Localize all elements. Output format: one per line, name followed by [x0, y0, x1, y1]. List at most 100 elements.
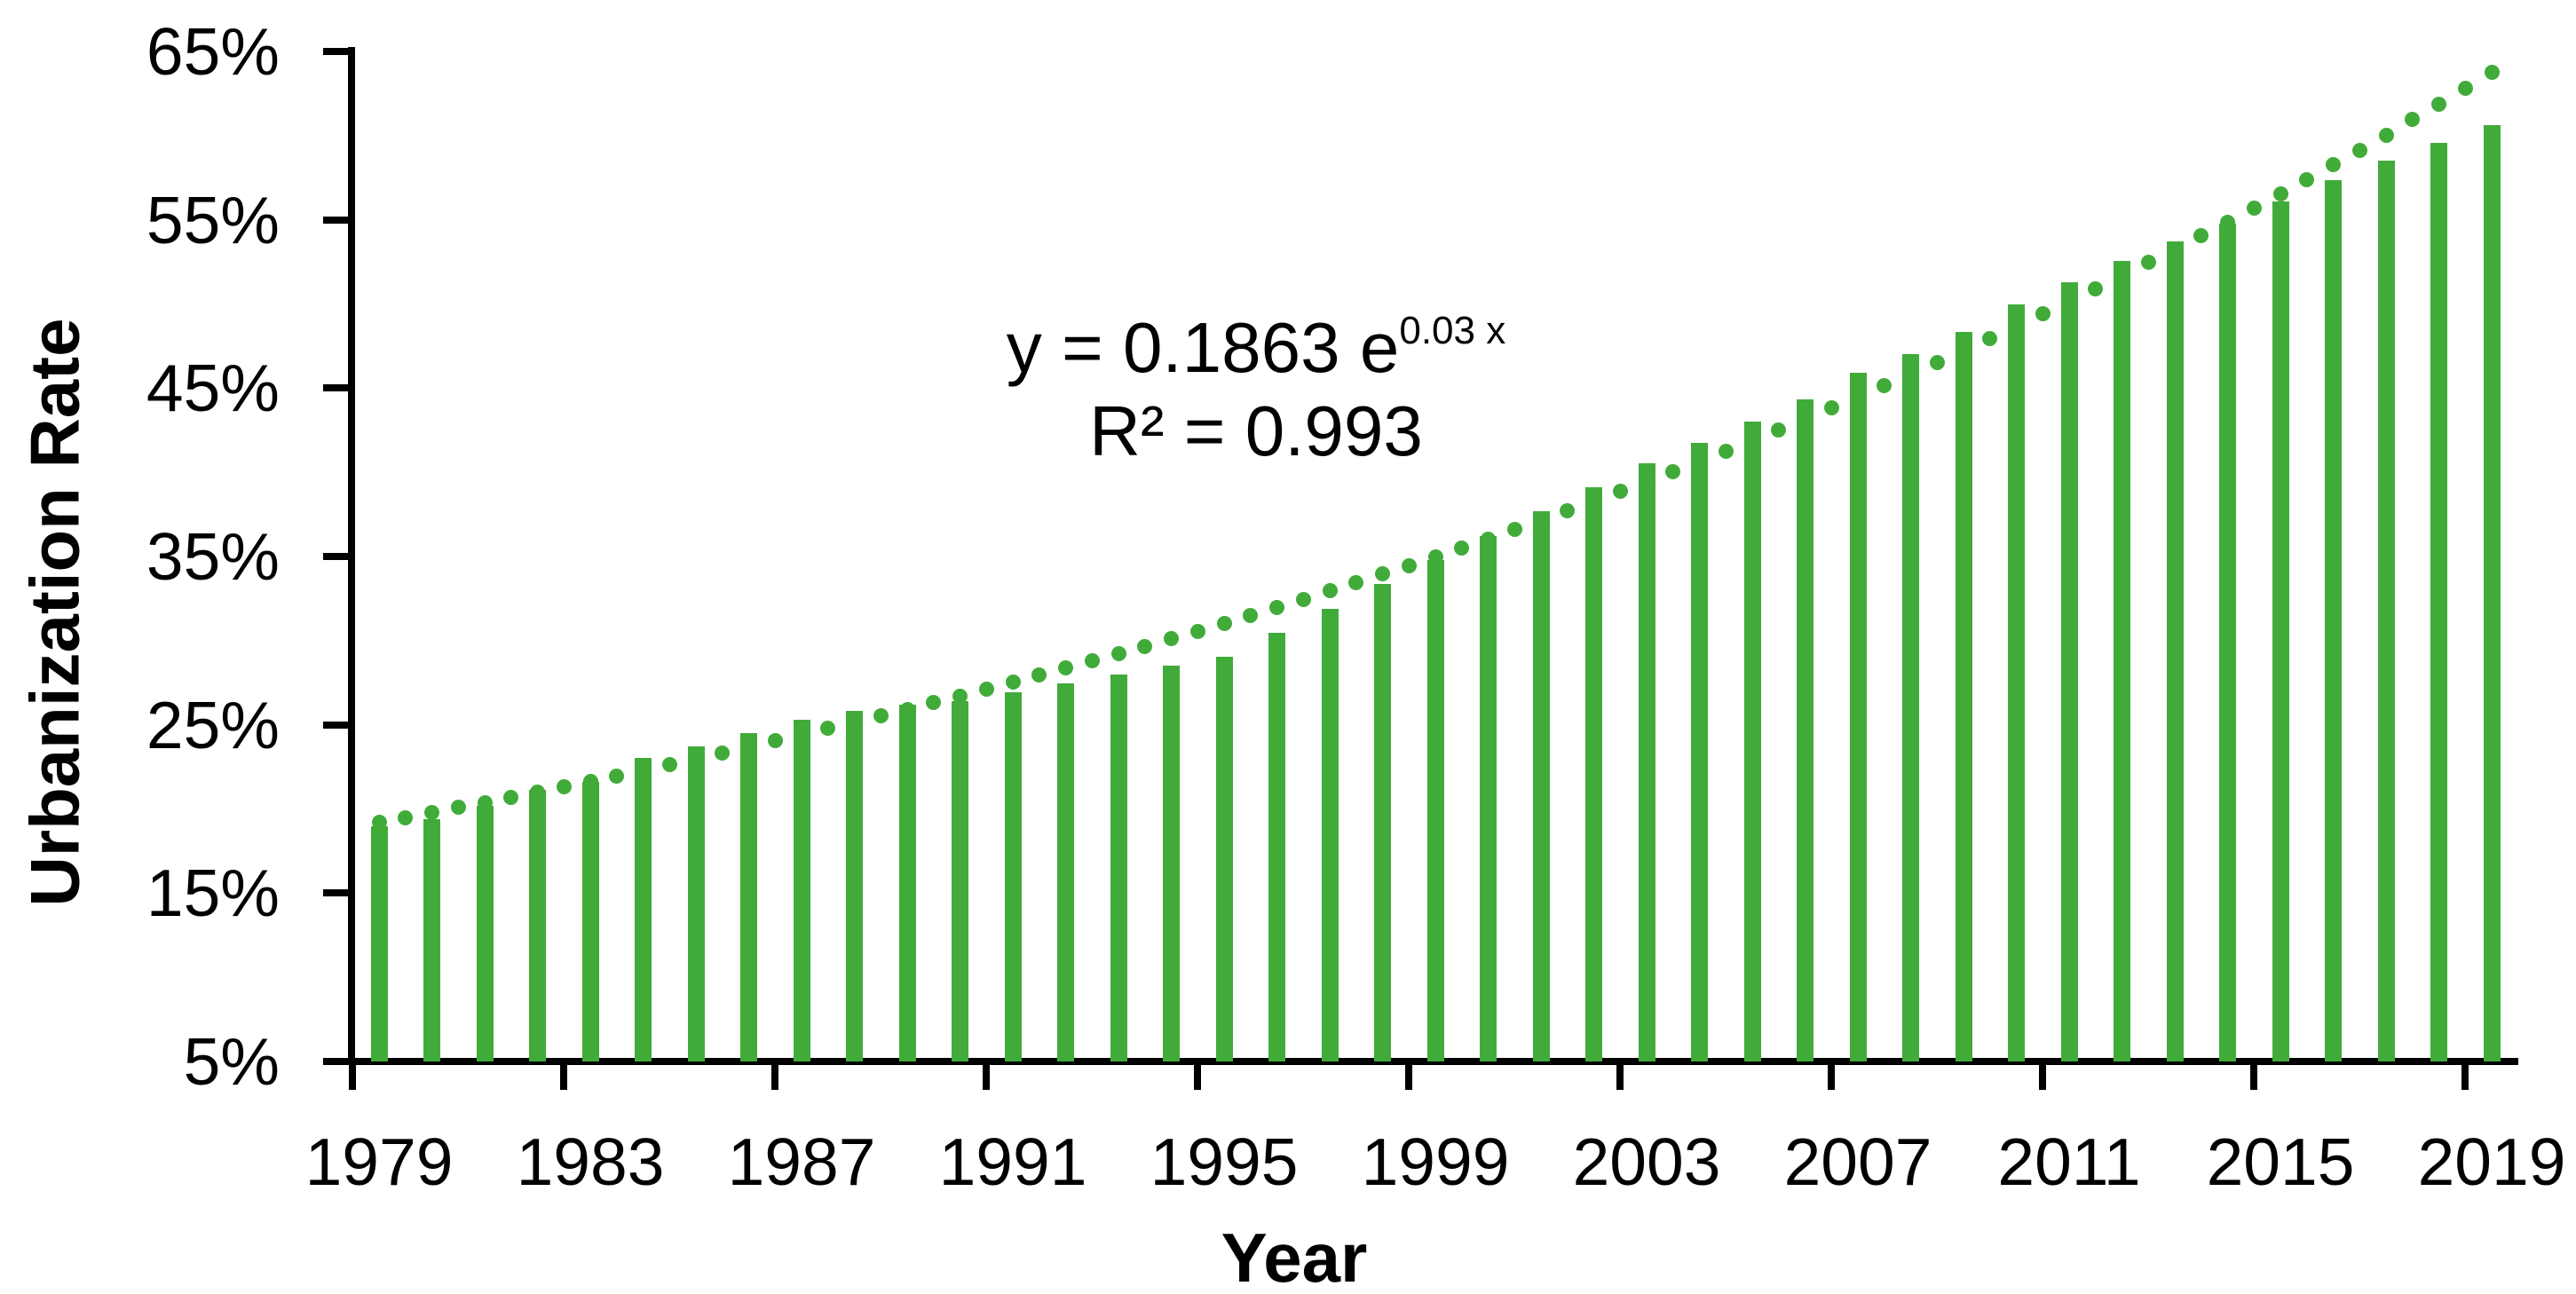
trendline-dot — [1533, 512, 1549, 528]
y-tick — [323, 889, 348, 897]
trendline-dot — [1084, 653, 1100, 669]
bar-2007 — [1849, 373, 1867, 1061]
bar-1997 — [1321, 608, 1339, 1061]
y-tick-label: 5% — [183, 1024, 280, 1099]
y-axis-title: Urbanization Rate — [15, 318, 94, 907]
x-axis-line — [348, 1058, 2518, 1065]
trendline-dot — [1427, 548, 1443, 564]
trendline-dot — [741, 739, 756, 755]
x-tick-label: 1995 — [1150, 1124, 1299, 1199]
r-squared-text: R² = 0.993 — [1089, 391, 1423, 470]
x-tick-label: 1979 — [304, 1124, 454, 1199]
bar-1981 — [476, 806, 494, 1061]
bar-2001 — [1532, 511, 1550, 1061]
bar-2019 — [2483, 125, 2501, 1061]
trendline-equation-line: y = 0.1863 e0.03 x — [990, 289, 1522, 390]
trendline-dot — [636, 762, 651, 778]
trendline-dot — [1586, 493, 1601, 509]
trendline-dot — [530, 784, 545, 800]
equation-prefix-text: y = 0.1863 e — [1006, 308, 1400, 387]
bar-1995 — [1215, 656, 1233, 1061]
x-axis-title: Year — [1221, 1219, 1368, 1294]
trendline-dot — [952, 688, 968, 704]
y-tick — [323, 552, 348, 560]
trendline-dot — [2140, 255, 2156, 271]
trendline-dot — [1692, 454, 1707, 469]
trendline-dot — [582, 773, 598, 789]
trendline-dot — [661, 756, 677, 772]
bar-1994 — [1163, 666, 1180, 1061]
trendline-dot — [2009, 319, 2024, 335]
y-tick-label: 65% — [146, 13, 280, 89]
trendline-dot — [2299, 171, 2315, 187]
bar-1990 — [952, 700, 968, 1061]
y-tick — [323, 1058, 348, 1065]
trendline-dot — [2167, 241, 2183, 257]
trendline-dot — [926, 695, 942, 711]
x-tick-label: 2003 — [1572, 1124, 1721, 1199]
bar-1987 — [793, 719, 810, 1061]
trendline-dot — [1771, 422, 1787, 438]
x-tick — [983, 1065, 990, 1090]
bar-1991 — [1004, 691, 1022, 1061]
trendline-dot — [715, 745, 731, 761]
trendline-dot — [371, 815, 387, 831]
trendline-dot — [1189, 623, 1205, 639]
trendline-dot — [1560, 503, 1576, 519]
trendline-dot — [1665, 463, 1681, 479]
x-tick-label: 1983 — [516, 1124, 665, 1199]
trendline-dot — [609, 768, 625, 784]
bar-2016 — [2325, 179, 2342, 1061]
bar-2015 — [2272, 201, 2289, 1061]
trendline-dot — [820, 721, 836, 737]
y-tick-label: 45% — [146, 351, 280, 426]
bar-2003 — [1638, 462, 1655, 1061]
bar-1984 — [635, 758, 652, 1061]
trendline-dot — [1454, 540, 1470, 556]
trendline-dot — [2061, 294, 2077, 310]
bar-2014 — [2219, 223, 2236, 1061]
trendline-dot — [1506, 522, 1522, 538]
trendline-dot — [503, 789, 519, 805]
y-tick-label: 15% — [146, 856, 280, 931]
x-tick — [1405, 1065, 1412, 1090]
trendline-dot — [2405, 112, 2421, 128]
bar-2017 — [2377, 160, 2395, 1061]
trendline-dot — [1877, 378, 1892, 394]
trendline-dot — [1903, 367, 1918, 383]
trendline-dot — [1216, 615, 1232, 631]
bar-2010 — [2008, 304, 2025, 1061]
trendline-dot — [2220, 214, 2235, 230]
trendline-dot — [2484, 65, 2500, 81]
y-axis-line — [348, 47, 355, 1065]
y-tick — [323, 216, 348, 224]
trendline-dot — [1137, 638, 1153, 654]
trendline-dot — [556, 778, 572, 794]
x-tick — [2039, 1065, 2046, 1090]
trendline-dot — [2114, 268, 2130, 284]
bar-1996 — [1268, 632, 1285, 1061]
trendline-equation: y = 0.1863 e0.03 x R² = 0.993 — [990, 289, 1522, 473]
trendline-dot — [2035, 306, 2051, 322]
trendline-dot — [1956, 343, 1972, 359]
trendline-dot — [424, 805, 439, 821]
trendline-dot — [1243, 607, 1259, 623]
bar-2000 — [1480, 535, 1497, 1061]
trendline-dot — [1929, 354, 1945, 370]
x-tick-label: 2007 — [1783, 1124, 1932, 1199]
x-tick — [349, 1065, 356, 1090]
trendline-dot — [899, 701, 915, 717]
trendline-dot — [1375, 566, 1390, 582]
bar-1985 — [687, 746, 705, 1061]
bar-1980 — [423, 819, 440, 1061]
bar-1979 — [370, 826, 388, 1061]
x-tick — [1194, 1065, 1201, 1090]
bar-2013 — [2166, 241, 2184, 1061]
bar-2018 — [2430, 142, 2447, 1061]
trendline-dot — [2193, 228, 2209, 244]
trendline-dot — [2431, 96, 2446, 112]
x-tick — [1616, 1065, 1624, 1090]
bar-2011 — [2060, 282, 2078, 1061]
trendline-dot — [1982, 331, 1998, 347]
